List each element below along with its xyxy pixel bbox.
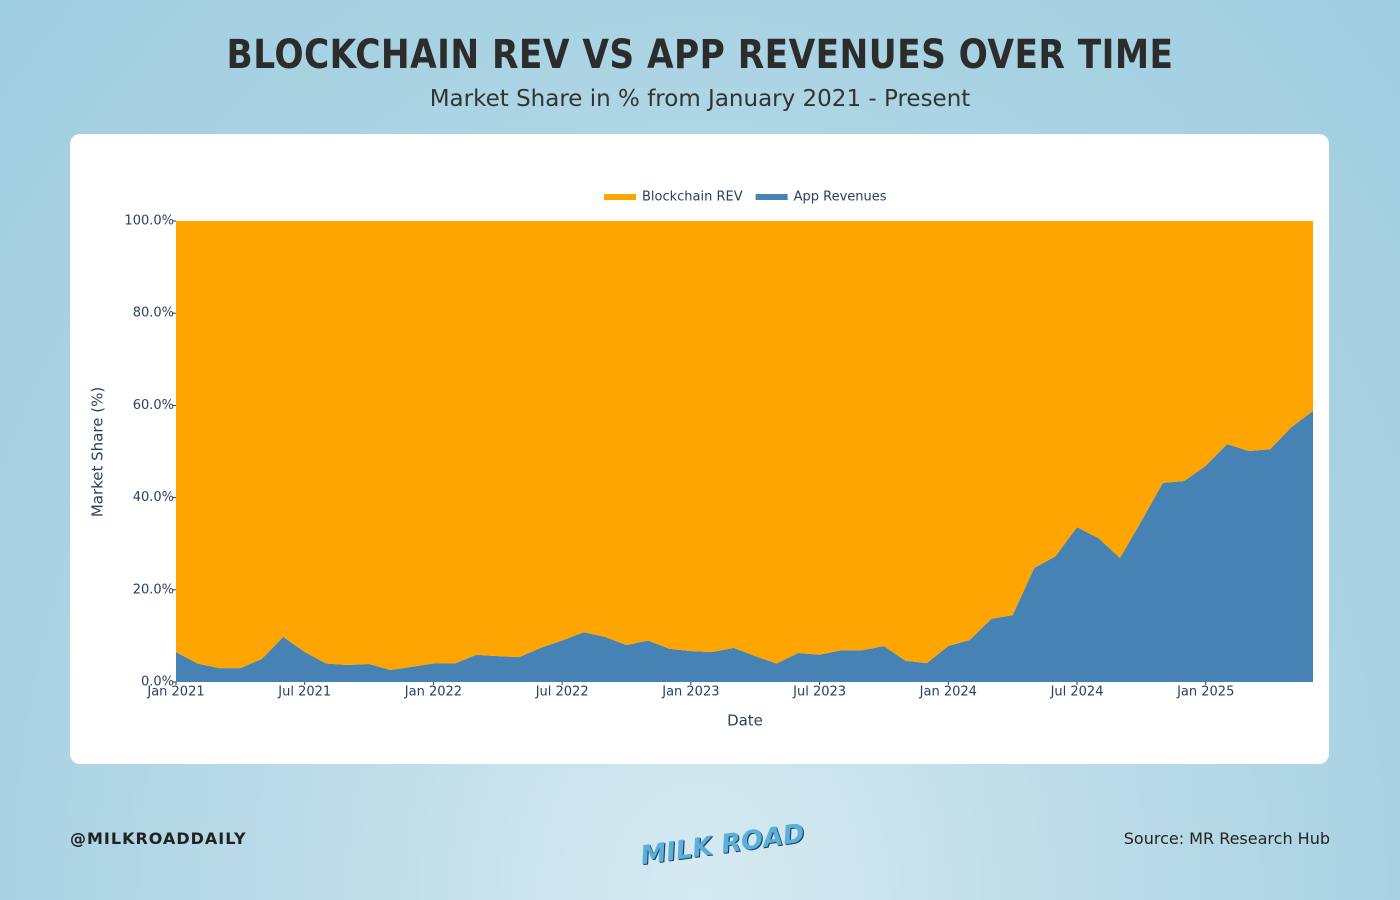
x-tick-label: Jan 2021 (146, 685, 204, 700)
x-tick-label: Jan 2022 (404, 685, 462, 700)
x-tick-label: Jul 2023 (792, 685, 846, 700)
x-tick-label: Jul 2022 (535, 685, 589, 700)
subtitle: Market Share in % from January 2021 - Pr… (429, 86, 971, 112)
y-tick-label: 40.0% (133, 490, 174, 505)
y-axis-label: Market Share (%) (89, 387, 107, 517)
y-tick-label: 100.0% (124, 214, 174, 229)
area (176, 221, 1313, 671)
x-tick-label: Jul 2024 (1050, 685, 1104, 700)
title: BLOCKCHAIN REV VS APP REVENUES OVER TIME (226, 32, 1174, 78)
legend-swatch (604, 194, 636, 200)
handle: @MILKROADDAILY (70, 829, 247, 848)
legend-label: Blockchain REV (642, 190, 743, 205)
y-tick-label: 0.0% (141, 675, 174, 690)
x-axis-label: Date (727, 712, 763, 730)
y-tick-label: 80.0% (133, 306, 174, 321)
area (176, 410, 1313, 682)
source: Source: MR Research Hub (1123, 829, 1330, 848)
x-tick-label: Jan 2023 (661, 685, 719, 700)
y-tick-label: 20.0% (133, 582, 174, 597)
x-tick-label: Jan 2024 (919, 685, 977, 700)
y-tick-label: 60.0% (133, 398, 174, 413)
legend-label: App Revenues (794, 190, 887, 205)
x-tick-label: Jul 2021 (277, 685, 331, 700)
legend-swatch (755, 194, 788, 200)
x-tick-label: Jan 2025 (1176, 685, 1234, 700)
